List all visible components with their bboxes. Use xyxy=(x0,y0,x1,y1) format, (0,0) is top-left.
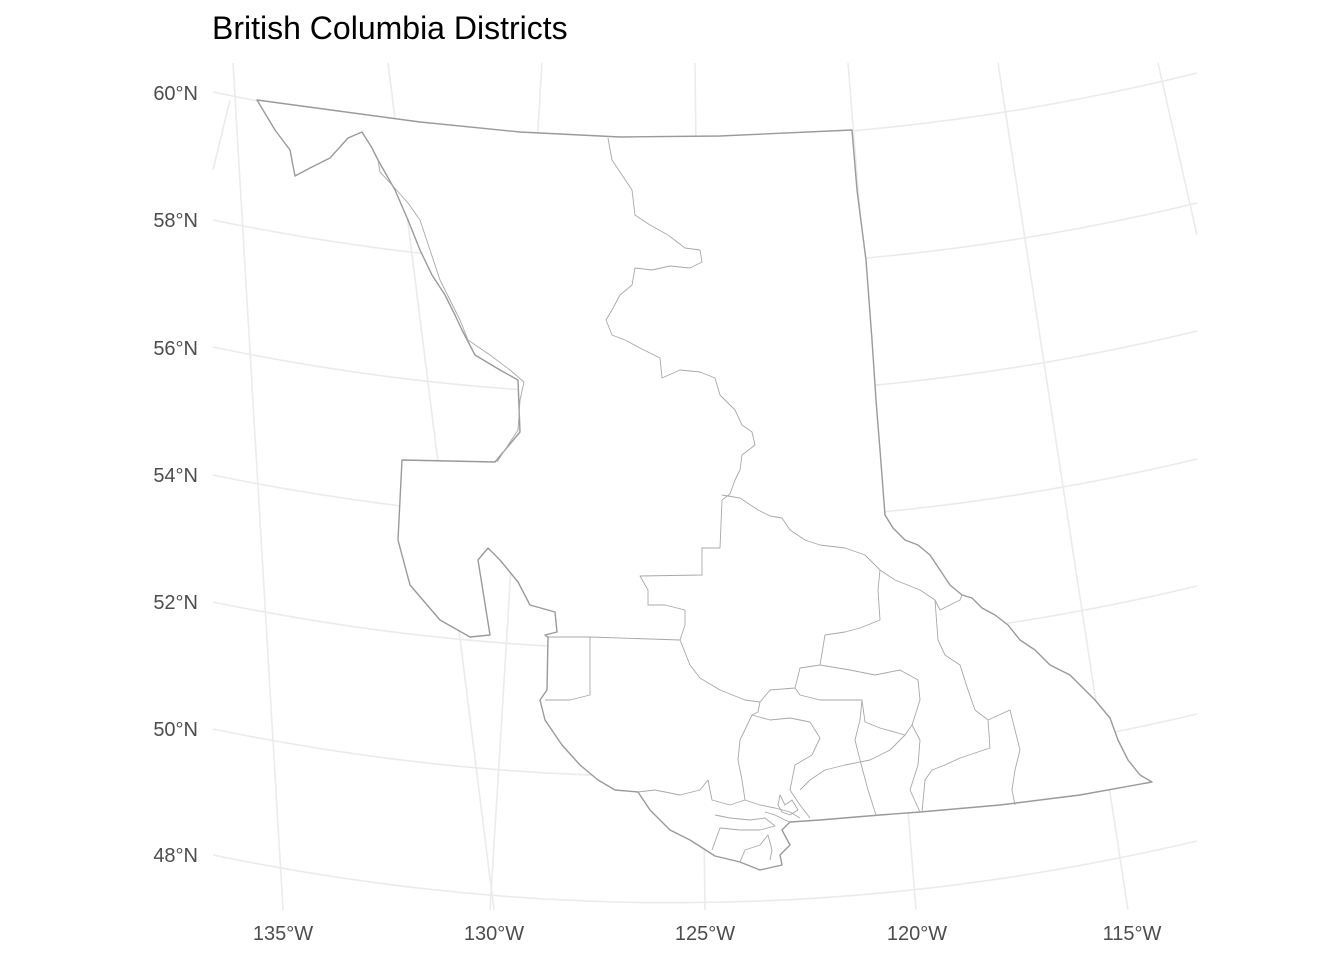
lat-label: 56°N xyxy=(153,338,198,360)
lat-label: 52°N xyxy=(153,592,198,614)
lat-label: 50°N xyxy=(153,719,198,741)
district-boundary xyxy=(545,637,591,701)
graticule-lon-110 xyxy=(1157,62,1198,236)
district-boundary xyxy=(854,699,877,816)
district-boundary xyxy=(711,814,776,851)
map-title: British Columbia Districts xyxy=(212,10,568,46)
district-boundary xyxy=(794,664,921,736)
district-boundaries xyxy=(377,137,1021,863)
district-boundary xyxy=(799,734,906,791)
district-boundary xyxy=(548,137,756,641)
province-border xyxy=(256,99,1153,871)
district-boundary xyxy=(377,159,525,463)
latitude-axis: 60°N 58°N 56°N 54°N 52°N 50°N 48°N xyxy=(153,83,198,867)
district-boundary xyxy=(921,599,991,813)
district-boundary xyxy=(637,779,801,819)
district-boundary xyxy=(737,701,761,801)
longitude-axis: 135°W 130°W 125°W 120°W 115°W xyxy=(253,923,1162,945)
district-boundary xyxy=(777,794,799,816)
graticule-lon-135 xyxy=(232,62,284,911)
lat-label: 60°N xyxy=(153,83,198,105)
district-boundary xyxy=(909,724,921,813)
lon-label: 115°W xyxy=(1103,923,1162,945)
district-boundary xyxy=(764,811,791,823)
graticule-lon-140 xyxy=(212,99,231,171)
lat-label: 54°N xyxy=(153,465,198,487)
district-boundary xyxy=(751,714,821,819)
lon-label: 135°W xyxy=(253,923,313,945)
district-boundary xyxy=(739,834,773,863)
district-boundary xyxy=(987,709,1021,806)
lat-label: 48°N xyxy=(153,845,198,867)
lon-label: 125°W xyxy=(675,923,735,945)
lon-label: 130°W xyxy=(464,923,524,945)
lat-label: 58°N xyxy=(153,210,198,232)
district-boundary xyxy=(679,494,881,703)
lon-label: 120°W xyxy=(887,923,947,945)
province-outline xyxy=(256,99,1153,871)
